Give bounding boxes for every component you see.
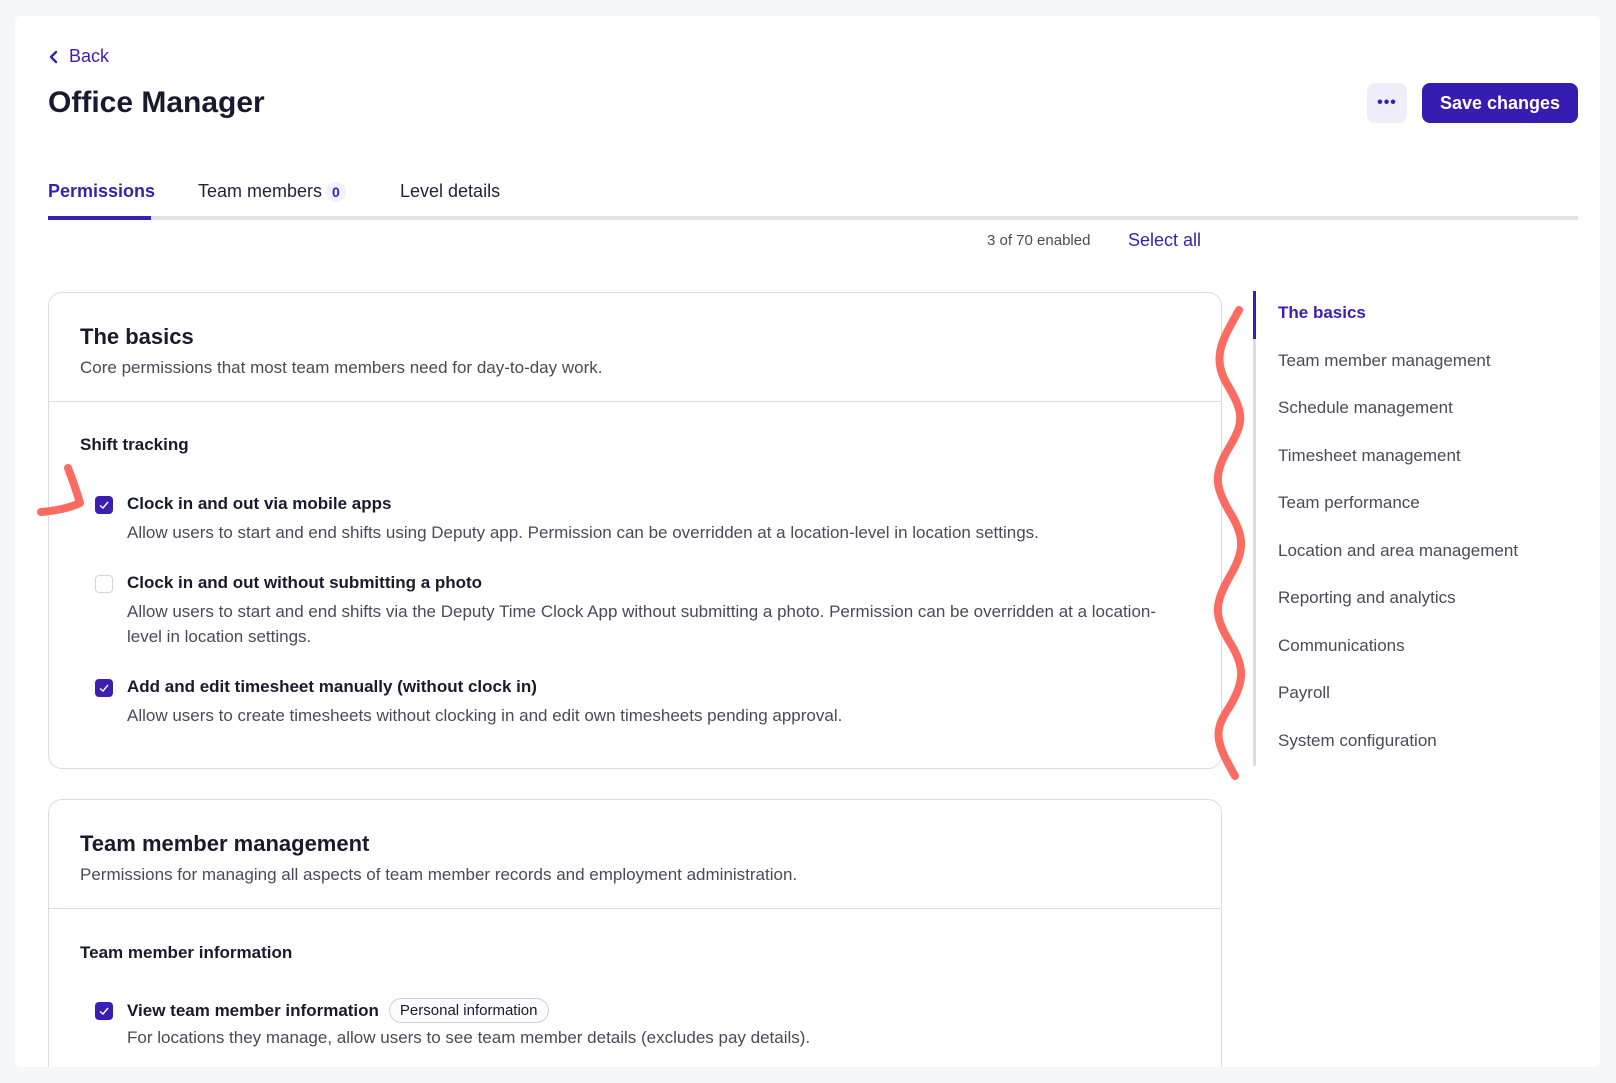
permission-label-text: View team member information: [127, 1000, 379, 1020]
permission-checkbox[interactable]: [95, 496, 113, 514]
count-badge: 0: [326, 182, 346, 202]
permission-description: Allow users to start and end shifts via …: [127, 602, 1157, 646]
section-description: Core permissions that most team members …: [80, 358, 603, 377]
category-tag: Personal information: [388, 998, 549, 1023]
page-title: Office Manager: [48, 86, 265, 119]
permission-checkbox[interactable]: [95, 1002, 113, 1020]
tab-level-details[interactable]: Level details: [400, 181, 500, 202]
nav-item-team-performance[interactable]: Team performance: [1278, 493, 1420, 512]
permission-label: Clock in and out without submitting a ph…: [127, 573, 483, 592]
section-card-team-member-management: Team member management Permissions for m…: [48, 799, 1222, 1067]
select-all-link[interactable]: Select all: [1128, 230, 1202, 250]
permission-checkbox[interactable]: [95, 679, 113, 697]
tab-team-members[interactable]: Team members 0: [198, 181, 346, 202]
group-title: Team member information: [80, 943, 293, 962]
checkmark-icon: [99, 1007, 109, 1015]
save-changes-button[interactable]: Save changes: [1422, 83, 1578, 123]
section-divider: [49, 908, 1221, 909]
group-title: Shift tracking: [80, 435, 189, 454]
permission-item: View team member information Personal inf…: [95, 998, 1181, 1050]
tab-label: Team members: [198, 181, 323, 201]
permission-checkbox[interactable]: [95, 575, 113, 593]
permission-description: Allow users to create timesheets without…: [127, 706, 843, 725]
main-panel: Back Office Manager ••• Save changes Per…: [15, 16, 1600, 1067]
annotation-squiggle: [1213, 306, 1246, 780]
permission-item: Clock in and out without submitting a ph…: [95, 573, 1181, 649]
nav-item-system-configuration[interactable]: System configuration: [1278, 731, 1437, 750]
permission-description: For locations they manage, allow users t…: [127, 1028, 811, 1047]
nav-item-location-and-area-management[interactable]: Location and area management: [1278, 541, 1519, 560]
nav-item-team-member-management[interactable]: Team member management: [1278, 351, 1491, 370]
enabled-count: 3 of 70 enabled: [987, 232, 1091, 249]
active-nav-indicator: [1253, 291, 1256, 339]
checkmark-icon: [99, 501, 109, 509]
active-tab-indicator: [48, 216, 151, 220]
permission-item: Clock in and out via mobile apps Allow u…: [95, 494, 1181, 545]
nav-item-timesheet-management[interactable]: Timesheet management: [1278, 446, 1461, 465]
nav-item-the-basics[interactable]: The basics: [1278, 303, 1366, 322]
nav-item-schedule-management[interactable]: Schedule management: [1278, 398, 1453, 417]
tab-bar: Permissions Team members 0 Level details: [48, 166, 1578, 220]
section-divider: [49, 401, 1221, 402]
permission-label: Clock in and out via mobile apps: [127, 494, 392, 513]
tab-label: Level details: [400, 181, 501, 201]
section-description: Permissions for managing all aspects of …: [80, 865, 798, 884]
chevron-left-icon: [49, 50, 58, 63]
permission-label: Add and edit timesheet manually (without…: [127, 677, 537, 696]
permission-label: View team member information Personal inf…: [127, 998, 1181, 1023]
permission-item: Add and edit timesheet manually (without…: [95, 677, 1181, 728]
section-card-the-basics: The basics Core permissions that most te…: [48, 292, 1222, 769]
more-options-button[interactable]: •••: [1367, 83, 1407, 123]
ellipsis-icon: •••: [1377, 94, 1397, 111]
annotation-check-mark: [37, 464, 84, 516]
section-title: Team member management: [80, 831, 370, 856]
back-link[interactable]: Back: [49, 46, 109, 67]
tab-label: Permissions: [48, 181, 156, 201]
annotation-overlay: [37, 306, 1246, 780]
tab-permissions[interactable]: Permissions: [48, 181, 155, 202]
nav-item-communications[interactable]: Communications: [1278, 636, 1405, 655]
nav-item-payroll[interactable]: Payroll: [1278, 683, 1330, 702]
permission-description: Allow users to start and end shifts usin…: [127, 523, 1039, 542]
nav-item-reporting-and-analytics[interactable]: Reporting and analytics: [1278, 588, 1456, 607]
section-title: The basics: [80, 324, 194, 349]
checkmark-icon: [99, 684, 109, 692]
back-label: Back: [69, 46, 110, 66]
section-nav: The basics Team member management Schedu…: [1253, 291, 1553, 766]
